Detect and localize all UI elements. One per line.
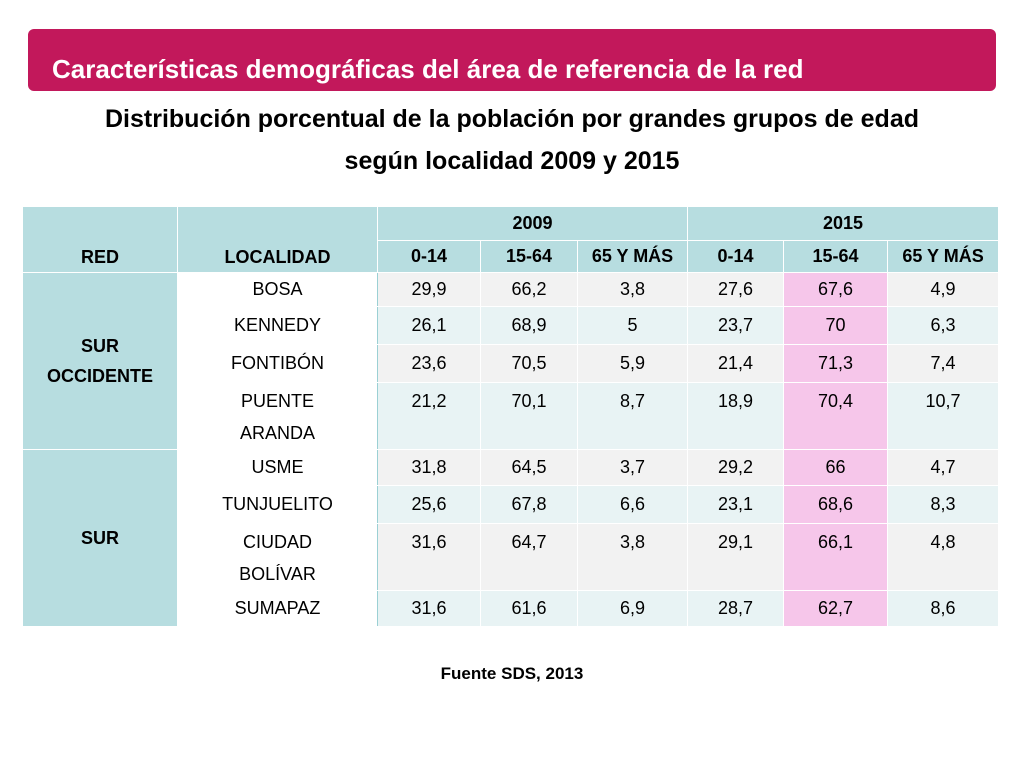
table-row: SUR OCCIDENTE BOSA 29,9 66,2 3,8 27,6 67…	[22, 272, 1000, 450]
header-2015-15-64: 15-64	[783, 240, 889, 273]
value-cell: 6,6	[576, 485, 689, 524]
value-cell: 31,6	[377, 523, 481, 591]
header-2015-0-14: 0-14	[687, 240, 785, 273]
header-red: RED	[22, 206, 178, 273]
value-cell-highlight: 70,4	[783, 382, 889, 450]
table-row: FONTIBÓN 23,6 70,5 5,9 21,4 71,3 7,4	[23, 344, 1000, 383]
header-2009-0-14: 0-14	[377, 240, 481, 273]
value-cell: 5	[576, 306, 689, 345]
header-row-years: RED LOCALIDAD 2009 2015	[22, 206, 1000, 273]
value-cell: 67,8	[480, 485, 578, 524]
value-cell: 25,6	[377, 485, 481, 524]
value-cell: 10,7	[887, 382, 1000, 450]
subtitle-line-2: según localidad 2009 y 2015	[344, 147, 680, 175]
localidad-line1: PUENTE	[240, 391, 314, 411]
value-cell: 8,7	[576, 382, 689, 450]
value-cell: 3,7	[576, 449, 689, 486]
localidad-cell: BOSA	[177, 272, 378, 307]
table-row: PUENTE ARANDA 21,2 70,1 8,7 18,9 70,4 10…	[23, 382, 1000, 450]
value-cell: 4,8	[887, 523, 1000, 591]
value-cell: 3,8	[576, 272, 689, 307]
value-cell: 28,7	[687, 590, 785, 627]
localidad-cell: KENNEDY	[177, 306, 378, 345]
header-2009-15-64: 15-64	[480, 240, 578, 273]
table-row: SUR USME 31,8 64,5 3,7 29,2 66 4,7	[22, 449, 1000, 627]
value-cell: 23,6	[377, 344, 481, 383]
table-row: TUNJUELITO 25,6 67,8 6,6 23,1 68,6 8,3	[23, 485, 1000, 524]
table-subtitle: Distribución porcentual de la población …	[0, 98, 1024, 182]
red-cell-sur: SUR	[22, 449, 178, 627]
localidad-cell: CIUDAD BOLÍVAR	[177, 523, 378, 591]
value-cell-highlight: 71,3	[783, 344, 889, 383]
table-row: SUMAPAZ 31,6 61,6 6,9 28,7 62,7 8,6	[23, 590, 1000, 627]
value-cell: 7,4	[887, 344, 1000, 383]
value-cell: 6,3	[887, 306, 1000, 345]
value-cell: 4,9	[887, 272, 1000, 307]
localidad-line1: CIUDAD	[242, 532, 312, 552]
localidad-cell: PUENTE ARANDA	[177, 382, 378, 450]
localidad-line2: BOLÍVAR	[239, 564, 316, 584]
demographics-table: RED LOCALIDAD 2009 2015 0-14 15-64 65 Y …	[22, 206, 1000, 627]
table-row: KENNEDY 26,1 68,9 5 23,7 70 6,3	[23, 306, 1000, 345]
header-localidad: LOCALIDAD	[177, 206, 378, 273]
localidad-line2: ARANDA	[239, 423, 315, 443]
value-cell: 31,6	[377, 590, 481, 627]
value-cell: 4,7	[887, 449, 1000, 486]
value-cell: 70,5	[480, 344, 578, 383]
header-year-2015: 2015	[687, 206, 1000, 241]
localidad-cell: SUMAPAZ	[177, 590, 378, 627]
value-cell: 8,3	[887, 485, 1000, 524]
red-cell-sur-occidente: SUR OCCIDENTE	[22, 272, 178, 450]
value-cell-highlight: 67,6	[783, 272, 889, 307]
red-label-line2: OCCIDENTE	[46, 366, 153, 386]
table-row: CIUDAD BOLÍVAR 31,6 64,7 3,8 29,1 66,1 4…	[23, 523, 1000, 591]
localidad-cell: USME	[177, 449, 378, 486]
red-label-line1: SUR	[80, 336, 119, 356]
value-cell: 64,7	[480, 523, 578, 591]
subtitle-line-1: Distribución porcentual de la población …	[105, 105, 919, 133]
value-cell: 8,6	[887, 590, 1000, 627]
localidad-cell: TUNJUELITO	[177, 485, 378, 524]
value-cell-highlight: 66,1	[783, 523, 889, 591]
value-cell: 21,4	[687, 344, 785, 383]
value-cell: 21,2	[377, 382, 481, 450]
value-cell: 18,9	[687, 382, 785, 450]
value-cell: 29,1	[687, 523, 785, 591]
value-cell: 31,8	[377, 449, 481, 486]
title-banner	[28, 29, 996, 91]
source-note: Fuente SDS, 2013	[440, 664, 584, 683]
header-2009-65-plus: 65 Y MÁS	[576, 240, 689, 273]
red-label-line1: SUR	[80, 528, 119, 548]
value-cell: 64,5	[480, 449, 578, 486]
slide-title: Características demográficas del área de…	[52, 54, 804, 84]
header-row-age-groups: 0-14 15-64 65 Y MÁS 0-14 15-64 65 Y MÁS	[23, 240, 1000, 273]
value-cell-highlight: 68,6	[783, 485, 889, 524]
value-cell: 27,6	[687, 272, 785, 307]
value-cell: 68,9	[480, 306, 578, 345]
value-cell-highlight: 62,7	[783, 590, 889, 627]
value-cell: 23,1	[687, 485, 785, 524]
localidad-cell: FONTIBÓN	[177, 344, 378, 383]
value-cell: 61,6	[480, 590, 578, 627]
value-cell: 26,1	[377, 306, 481, 345]
value-cell: 5,9	[576, 344, 689, 383]
value-cell: 29,9	[377, 272, 481, 307]
value-cell: 66,2	[480, 272, 578, 307]
value-cell: 23,7	[687, 306, 785, 345]
header-year-2009: 2009	[376, 206, 689, 241]
value-cell: 29,2	[687, 449, 785, 486]
value-cell: 6,9	[576, 590, 689, 627]
value-cell: 3,8	[576, 523, 689, 591]
value-cell-highlight: 66	[783, 449, 889, 486]
value-cell: 70,1	[480, 382, 578, 450]
value-cell-highlight: 70	[783, 306, 889, 345]
header-2015-65-plus: 65 Y MÁS	[887, 240, 1000, 273]
